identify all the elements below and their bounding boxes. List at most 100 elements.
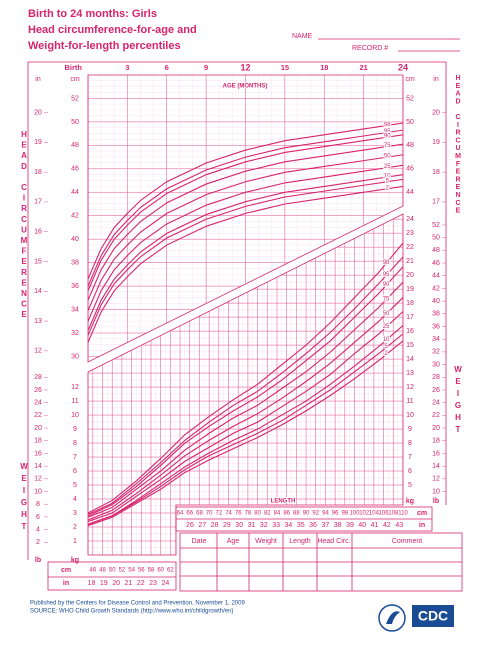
y-tick-label: 5	[73, 482, 77, 489]
x-tick-label: 18	[320, 63, 328, 72]
y-tick-label: 8	[408, 440, 412, 447]
percentile-label: 95	[383, 272, 390, 278]
title-line: Birth to 24 months: Girls	[28, 8, 157, 20]
x2-tick-label: 26	[186, 522, 194, 529]
percentile-label: 2	[386, 185, 390, 191]
y2-tick-label: 10	[34, 488, 42, 495]
y-tick-label: 12	[71, 384, 79, 391]
y-tick-label: 52	[71, 95, 79, 102]
table-header: Age	[227, 538, 240, 545]
x-tick-label: 96	[332, 511, 339, 517]
percentile-label: 95	[384, 129, 391, 135]
x-tick-label: 21	[359, 63, 367, 72]
x-tick-label: 90	[303, 511, 310, 517]
y-tick-label: 6	[73, 468, 77, 475]
y2-tick-label: 20	[34, 109, 42, 116]
y2-tick-label: 46	[432, 260, 440, 267]
unit-header: cm	[70, 76, 80, 83]
y-tick-label: 11	[406, 398, 413, 405]
y-tick-label: 14	[406, 356, 414, 363]
x2-tick-label: 37	[321, 522, 329, 529]
y-tick-label: 1	[73, 538, 77, 545]
y-tick-label: 34	[71, 306, 79, 313]
x-tick-label: 78	[245, 511, 252, 517]
x2-tick-label: 31	[248, 522, 256, 529]
hhs-eagle	[386, 611, 400, 624]
x-tick-label: 72	[216, 511, 223, 517]
percentile-curve	[88, 340, 403, 527]
cdc-logo	[412, 605, 454, 627]
y-axis-title: HEAD CIRCUMFERENCE	[20, 130, 29, 321]
y2-tick-label: 48	[432, 247, 440, 254]
percentile-label: 5	[384, 344, 388, 350]
y2-tick-label: 18	[34, 438, 42, 445]
unit-header: in	[433, 76, 439, 83]
x-tick-label: 24	[398, 62, 408, 72]
x2-tick-label: 42	[383, 522, 391, 529]
x-tick-label: 102	[359, 511, 370, 517]
unit-header: in	[419, 522, 425, 529]
y-tick-label: 11	[71, 398, 78, 405]
x2-tick-label: 28	[211, 522, 219, 529]
y-tick-label: 23	[406, 230, 414, 237]
percentile-curve	[88, 266, 403, 517]
unit-header: lb	[35, 557, 41, 564]
table-header: Comment	[392, 538, 422, 545]
percentile-label: 75	[383, 296, 390, 302]
y2-tick-label: 14	[34, 288, 42, 295]
y-tick-label: 38	[71, 259, 79, 266]
y2-tick-label: 17	[432, 199, 440, 206]
x-tick-label: 70	[206, 511, 213, 517]
x2-tick-label: 32	[260, 522, 268, 529]
percentile-label: 2	[384, 351, 388, 357]
record-table: Date Age Weight Length Head Circ. Commen…	[179, 532, 463, 592]
y-tick-label: 13	[406, 370, 414, 377]
percentile-curve	[88, 129, 403, 287]
x-tick-label: 94	[322, 511, 329, 517]
y-tick-label: 20	[406, 272, 414, 279]
x-tick-label: 84	[274, 511, 281, 517]
y-tick-label: 42	[71, 213, 79, 220]
y-tick-label: 9	[408, 426, 412, 433]
percentile-curve	[88, 325, 403, 525]
x-tick-label: 3	[125, 63, 129, 72]
x-tick-label: 9	[204, 63, 208, 72]
y-tick-label: 6	[408, 468, 412, 475]
percentile-label: 25	[384, 164, 391, 170]
y2-tick-label: 12	[34, 476, 42, 483]
record-label: RECORD #	[352, 45, 388, 52]
x2-tick-label: 39	[346, 522, 354, 529]
x-tick-label: 104	[369, 511, 380, 517]
y-tick-label: 2	[73, 524, 77, 531]
y-tick-label: 24	[406, 216, 414, 223]
unit-header: lb	[433, 498, 439, 505]
y2-tick-label: 19	[432, 139, 440, 146]
y2-tick-label: 18	[34, 169, 42, 176]
title-line: Head circumference-for-age and	[28, 24, 197, 36]
y2-tick-label: 4	[36, 526, 40, 533]
y2-tick-label: 20	[432, 109, 440, 116]
y2-tick-label: 2	[36, 539, 40, 546]
percentile-curve	[88, 297, 403, 521]
percentile-label: 10	[383, 337, 390, 343]
percentile-label: 98	[384, 122, 391, 128]
percentile-label: 25	[383, 324, 390, 330]
percentile-label: 90	[383, 282, 390, 288]
percentile-label: 90	[384, 134, 391, 140]
percentile-curve	[88, 185, 403, 343]
y2-tick-label: 16	[34, 450, 42, 457]
y2-tick-label: 26	[34, 387, 42, 394]
x-tick-label: 48	[99, 568, 106, 574]
x-tick-label: 106	[379, 511, 390, 517]
y-tick-label: 8	[73, 440, 77, 447]
x2-tick-label: 19	[100, 580, 108, 587]
x-tick-label: 54	[128, 568, 135, 574]
y-tick-label: 48	[71, 142, 79, 149]
y-tick-label: 50	[406, 119, 414, 126]
x-tick-label: 74	[225, 511, 232, 517]
y2-tick-label: 14	[432, 463, 440, 470]
x2-tick-label: 41	[371, 522, 379, 529]
percentile-curve	[88, 242, 403, 514]
y2-tick-label: 52	[432, 222, 440, 229]
